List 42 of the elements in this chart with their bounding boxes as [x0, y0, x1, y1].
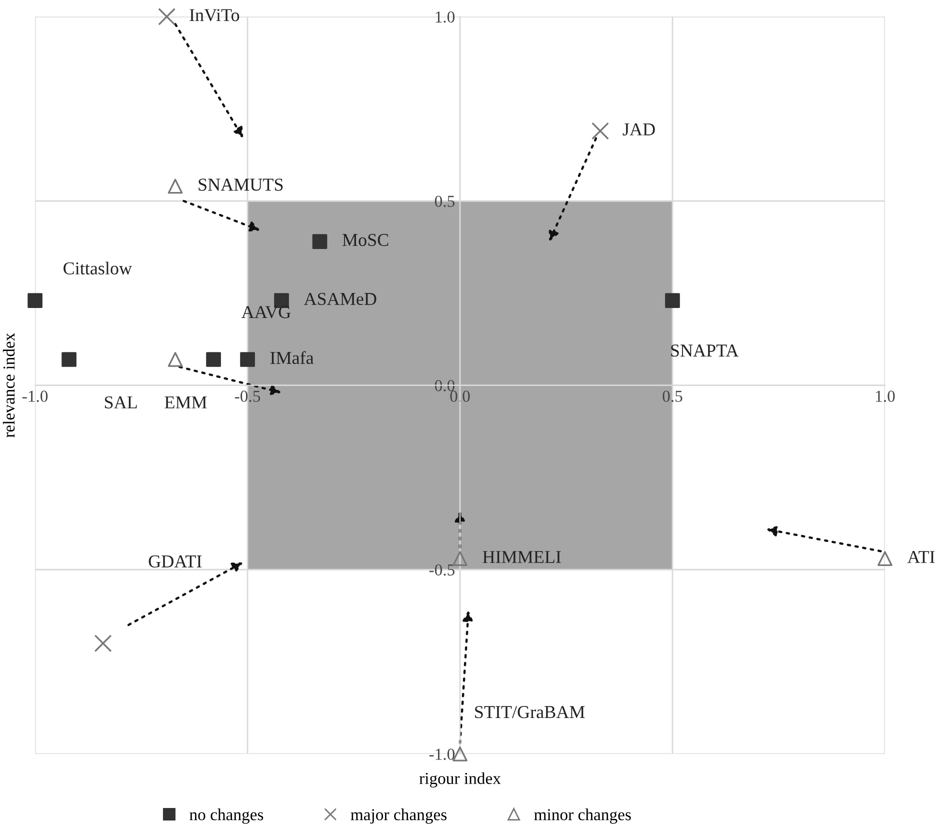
y-tick-label: 1.0 — [436, 11, 455, 23]
point — [206, 352, 221, 367]
point — [158, 8, 176, 26]
legend-label: no changes — [190, 808, 264, 824]
point — [168, 178, 183, 194]
annotation: IMafa — [270, 351, 314, 364]
point — [94, 634, 112, 652]
x-tick-label: -1.0 — [22, 390, 48, 402]
y-axis-title: relevance index — [2, 333, 15, 438]
point — [665, 293, 680, 308]
annotation: JAD — [622, 123, 655, 136]
y-tick-label: -0.5 — [429, 564, 454, 576]
point — [312, 234, 328, 249]
point — [168, 352, 183, 367]
annotation: SAL — [104, 396, 137, 408]
annotation: ATI — [907, 550, 935, 563]
legend-label: major changes — [350, 808, 447, 824]
annotation: EMM — [164, 396, 207, 408]
x-tick-label: 1.0 — [876, 390, 895, 402]
point — [240, 352, 255, 367]
point — [878, 551, 892, 566]
annotation: ASAMeD — [304, 292, 376, 306]
point — [591, 122, 609, 140]
x-tick-label: 0.0 — [450, 390, 470, 402]
point — [28, 293, 42, 308]
x-axis-title: rigour index — [419, 772, 501, 788]
y-tick-label: -1.0 — [429, 748, 455, 760]
annotation: SNAPTA — [671, 344, 739, 357]
y-tick-label: 0.0 — [434, 380, 455, 392]
annotation: HIMMELI — [482, 551, 561, 563]
y-tick-label: 0.5 — [434, 196, 454, 208]
point — [452, 551, 468, 566]
annotation: GDATI — [148, 555, 202, 568]
annotation: MoSC — [342, 234, 388, 246]
annotation: SNAMUTS — [198, 178, 283, 191]
x-tick-label: -0.5 — [234, 390, 260, 402]
annotation: InViTo — [190, 9, 240, 22]
point — [62, 352, 76, 367]
legend-label: minor changes — [534, 808, 631, 824]
x-tick-label: 0.5 — [662, 390, 682, 402]
annotation: STIT/GraBAM — [475, 706, 585, 718]
annotation: Cittaslow — [64, 262, 132, 274]
